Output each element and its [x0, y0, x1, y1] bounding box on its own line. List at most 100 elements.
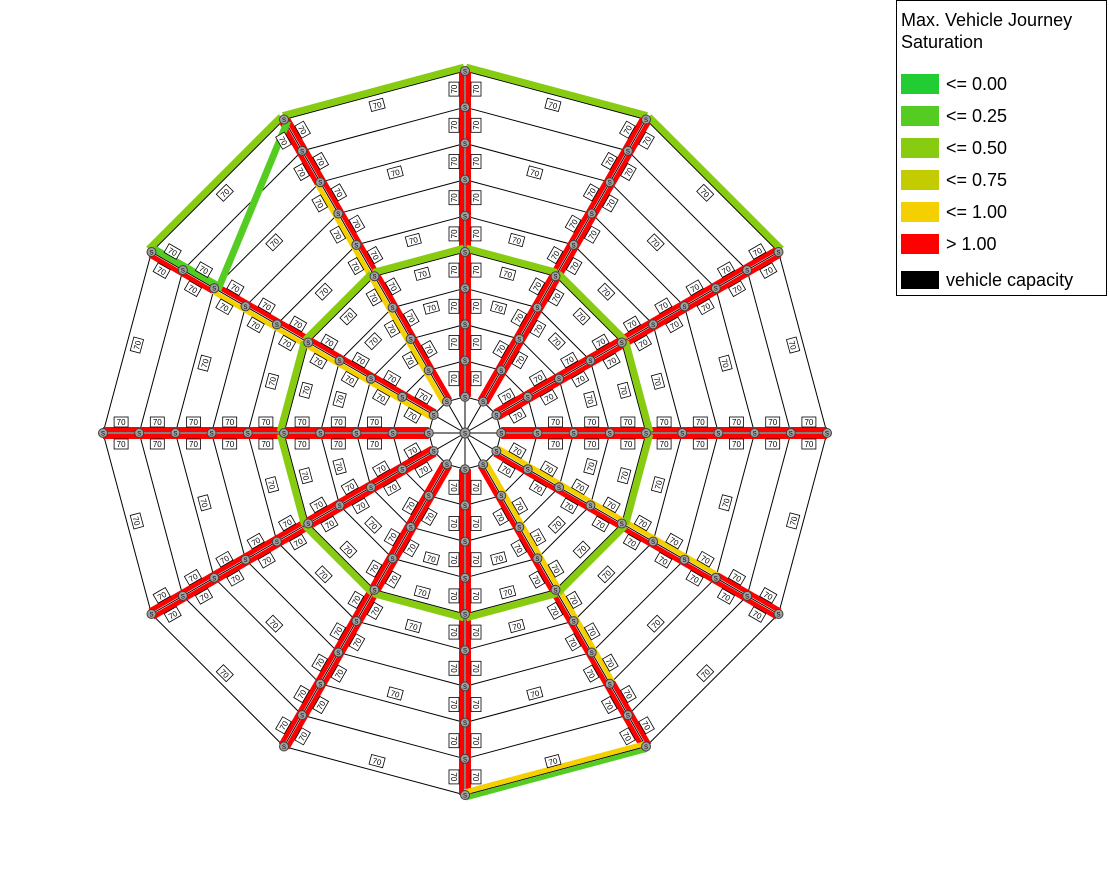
node-label: S	[499, 432, 503, 438]
link-capacity-label: 70	[696, 664, 715, 683]
link-capacity-text: 70	[117, 418, 126, 427]
link-capacity-label: 70	[470, 81, 482, 97]
radial-link	[558, 360, 591, 380]
link-capacity-label: 70	[597, 282, 616, 301]
flow-band-out	[532, 558, 555, 593]
flow-band-out	[524, 470, 559, 493]
link-capacity-text: 70	[804, 440, 813, 449]
flow-band-in	[296, 151, 320, 186]
node-label: S	[463, 721, 467, 727]
link-capacity-label: 70	[544, 753, 562, 769]
link-capacity-label: 70	[470, 117, 482, 133]
link-capacity-label: 70	[348, 214, 366, 233]
link-capacity-label: 70	[448, 117, 460, 133]
legend-title-line1: Max. Vehicle Journey	[901, 10, 1073, 30]
flow-band-in	[423, 370, 447, 405]
link-capacity-text: 70	[370, 418, 379, 427]
network-node: S	[351, 239, 362, 250]
radial-link	[339, 486, 372, 506]
link-capacity-text: 70	[449, 700, 458, 709]
node-label: S	[776, 613, 780, 619]
network-node: S	[146, 609, 157, 619]
ring-link	[464, 142, 610, 183]
link-capacity-label: 70	[383, 528, 401, 547]
flow-band-out	[367, 464, 402, 487]
radial-link	[307, 504, 340, 524]
link-capacity-text: 70	[450, 84, 459, 93]
link-capacity-text: 70	[408, 621, 419, 632]
network-node: S	[460, 645, 470, 656]
link-capacity-label: 70	[583, 225, 601, 244]
ring-link	[715, 432, 756, 578]
ring-link	[464, 323, 520, 340]
link-capacity-label: 70	[526, 165, 544, 180]
link-capacity-label: 70	[329, 622, 347, 641]
ring-link	[652, 432, 683, 542]
link-capacity-label: 70	[340, 478, 359, 496]
node-label: S	[588, 359, 592, 365]
link-capacity-label: 70	[547, 332, 566, 351]
link-capacity-label: 70	[565, 256, 583, 276]
legend-swatch	[901, 170, 939, 190]
network-node: S	[405, 522, 416, 533]
network-node: S	[460, 464, 470, 475]
node-label: S	[463, 468, 467, 474]
link-capacity-label: 70	[727, 280, 747, 298]
link-capacity-label: 70	[492, 339, 510, 359]
link-capacity-label: 70	[650, 476, 666, 494]
flow-band-in	[590, 500, 625, 523]
link-capacity-label: 70	[591, 333, 610, 351]
link-capacity-label: 70	[277, 514, 297, 532]
link-capacity-label: 70	[511, 350, 529, 370]
radial-link	[621, 323, 654, 343]
ring-link	[591, 213, 685, 307]
link-capacity-text: 70	[548, 756, 559, 767]
link-capacity-label: 70	[470, 588, 482, 604]
link-capacity-label: 70	[499, 266, 517, 281]
flow-band-ring	[555, 270, 628, 343]
link-capacity-label: 70	[129, 512, 145, 530]
link-capacity-label: 70	[348, 633, 366, 652]
flow-band-in	[399, 397, 434, 421]
link-capacity-label: 70	[448, 660, 460, 676]
node-label: S	[173, 432, 177, 438]
node-label: S	[463, 359, 467, 365]
link-capacity-label: 70	[759, 262, 778, 279]
link-capacity-label: 70	[401, 350, 419, 370]
network-node: S	[586, 208, 597, 219]
network-node: S	[641, 114, 651, 125]
node-label: S	[137, 432, 141, 438]
network-node: S	[532, 302, 543, 313]
ring-link	[301, 714, 466, 760]
flow-band-ring-outer	[146, 114, 284, 252]
flow-band-out	[148, 590, 183, 614]
legend-swatch	[901, 271, 939, 289]
link-capacity-label: 70	[311, 194, 329, 213]
network-node: S	[554, 482, 565, 493]
ring-link	[102, 251, 152, 434]
flow-band-in	[650, 301, 684, 324]
link-capacity-text: 70	[390, 689, 401, 700]
link-capacity-label: 70	[152, 262, 171, 279]
ring-link	[102, 432, 152, 615]
flow-band-in	[411, 496, 434, 531]
link-capacity-label: 70	[413, 585, 431, 600]
node-label: S	[463, 70, 467, 76]
link-capacity-label: 70	[646, 233, 665, 252]
link-capacity-label: 70	[497, 461, 516, 479]
ring-link	[558, 378, 575, 434]
link-capacity-label: 70	[665, 316, 684, 334]
flow-band-ring	[302, 270, 375, 343]
link-capacity-text: 70	[450, 265, 459, 274]
node-label: S	[463, 323, 467, 329]
link-capacity-label: 70	[656, 438, 672, 450]
flow-band-in	[246, 542, 280, 565]
flow-band-in	[183, 578, 218, 602]
radial-link	[621, 523, 654, 543]
ring-link	[527, 396, 538, 434]
network-diagram: 7070707070707070707070707070707070707070…	[98, 63, 832, 801]
node-label: S	[626, 714, 630, 720]
ring-link	[428, 360, 466, 371]
node-label: S	[212, 576, 216, 582]
link-capacity-label: 70	[382, 369, 402, 387]
